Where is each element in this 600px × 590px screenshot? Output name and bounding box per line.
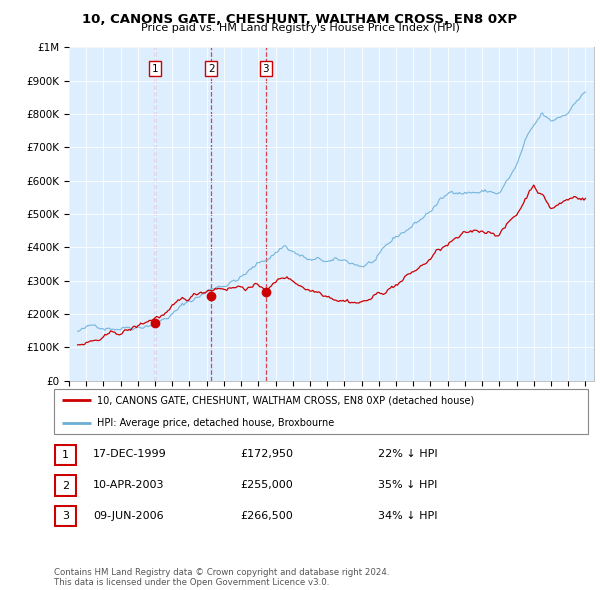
FancyBboxPatch shape — [55, 445, 76, 465]
Text: 34% ↓ HPI: 34% ↓ HPI — [378, 511, 437, 520]
Text: 3: 3 — [62, 512, 69, 521]
FancyBboxPatch shape — [55, 506, 76, 526]
Text: Price paid vs. HM Land Registry's House Price Index (HPI): Price paid vs. HM Land Registry's House … — [140, 23, 460, 33]
Text: 2: 2 — [208, 64, 215, 74]
Text: 2: 2 — [62, 481, 69, 490]
FancyBboxPatch shape — [55, 476, 76, 496]
Text: 22% ↓ HPI: 22% ↓ HPI — [378, 450, 437, 459]
Text: £266,500: £266,500 — [240, 511, 293, 520]
Text: 10, CANONS GATE, CHESHUNT, WALTHAM CROSS, EN8 0XP (detached house): 10, CANONS GATE, CHESHUNT, WALTHAM CROSS… — [97, 395, 474, 405]
Text: 10, CANONS GATE, CHESHUNT, WALTHAM CROSS, EN8 0XP: 10, CANONS GATE, CHESHUNT, WALTHAM CROSS… — [82, 13, 518, 26]
Text: £172,950: £172,950 — [240, 450, 293, 459]
Text: Contains HM Land Registry data © Crown copyright and database right 2024.
This d: Contains HM Land Registry data © Crown c… — [54, 568, 389, 587]
Text: 1: 1 — [62, 450, 69, 460]
Text: 1: 1 — [152, 64, 158, 74]
FancyBboxPatch shape — [54, 389, 588, 434]
Text: 17-DEC-1999: 17-DEC-1999 — [93, 450, 167, 459]
Text: 35% ↓ HPI: 35% ↓ HPI — [378, 480, 437, 490]
Text: 3: 3 — [263, 64, 269, 74]
Text: 10-APR-2003: 10-APR-2003 — [93, 480, 164, 490]
Text: £255,000: £255,000 — [240, 480, 293, 490]
Text: HPI: Average price, detached house, Broxbourne: HPI: Average price, detached house, Brox… — [97, 418, 334, 428]
Text: 09-JUN-2006: 09-JUN-2006 — [93, 511, 164, 520]
